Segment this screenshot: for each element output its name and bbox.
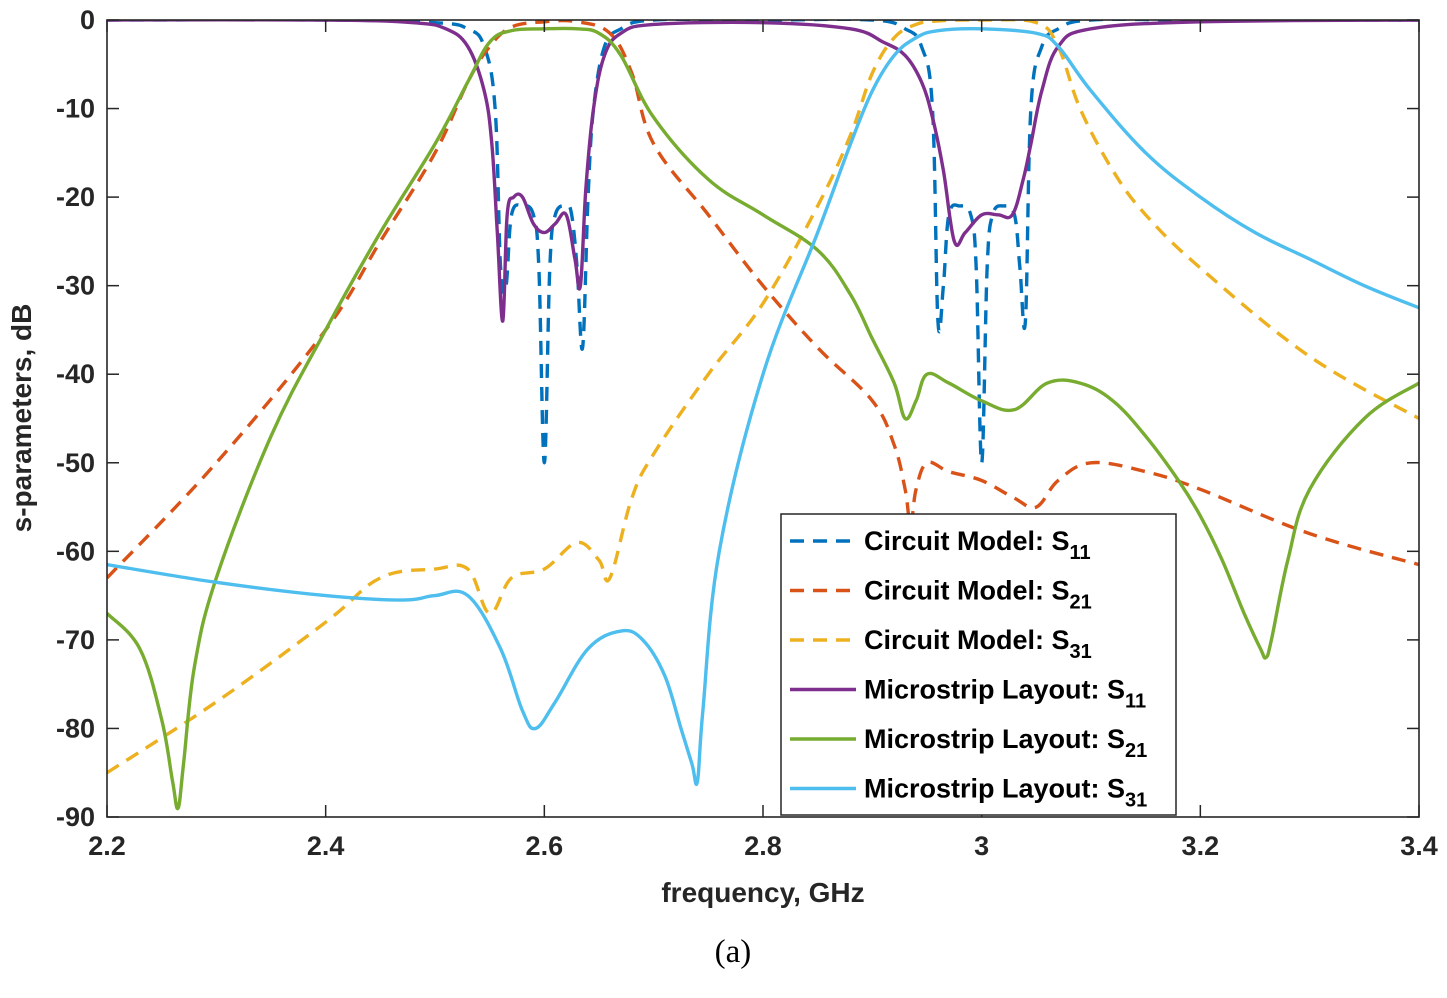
x-axis: 2.2 2.4 2.6 2.8 3 3.2 3.4 (88, 20, 1438, 861)
x-tick-label: 2.6 (526, 831, 564, 861)
legend: Circuit Model: S11 Circuit Model: S21 Circ… (780, 513, 1177, 816)
y-tick-label: -10 (56, 94, 95, 124)
legend-label-6: Microstrip Layout: S31 (864, 774, 1147, 812)
legend-label-1: Circuit Model: S11 (864, 526, 1091, 564)
legend-box (780, 513, 1177, 816)
figure-caption: (a) (715, 934, 752, 970)
series-line-5 (107, 26, 1419, 811)
y-tick-label: -80 (56, 713, 95, 743)
legend-label-5: Microstrip Layout: S21 (864, 724, 1147, 762)
x-tick-label: 2.4 (307, 831, 345, 861)
x-axis-label: frequency, GHz (661, 877, 864, 908)
series-layer (107, 20, 1419, 811)
plot-area (107, 20, 1419, 817)
y-tick-label: -70 (56, 625, 95, 655)
y-tick-label: -40 (56, 359, 95, 389)
series-line-4 (107, 20, 1419, 323)
x-tick-label: 3.2 (1182, 831, 1220, 861)
y-tick-label: -30 (56, 271, 95, 301)
y-tick-label: -60 (56, 536, 95, 566)
y-tick-label: -90 (56, 802, 95, 832)
y-tick-label: -20 (56, 182, 95, 212)
legend-label-4: Microstrip Layout: S11 (864, 675, 1146, 713)
x-tick-label: 2.2 (88, 831, 126, 861)
x-tick-label: 2.8 (744, 831, 782, 861)
y-axis-label: s-parameters, dB (6, 304, 37, 533)
series-line-2 (107, 20, 1419, 580)
x-tick-label: 3 (974, 831, 989, 861)
legend-label-2: Circuit Model: S21 (864, 576, 1092, 614)
series-line-6 (107, 27, 1419, 786)
series-line-3 (107, 20, 1419, 775)
legend-label-3: Circuit Model: S31 (864, 625, 1092, 663)
x-tick-label: 3.4 (1400, 831, 1438, 861)
y-tick-label: -50 (56, 448, 95, 478)
y-tick-label: 0 (80, 5, 95, 35)
y-axis: 0 -10 -20 -30 -40 -50 -60 -70 -80 -90 (56, 5, 1419, 832)
